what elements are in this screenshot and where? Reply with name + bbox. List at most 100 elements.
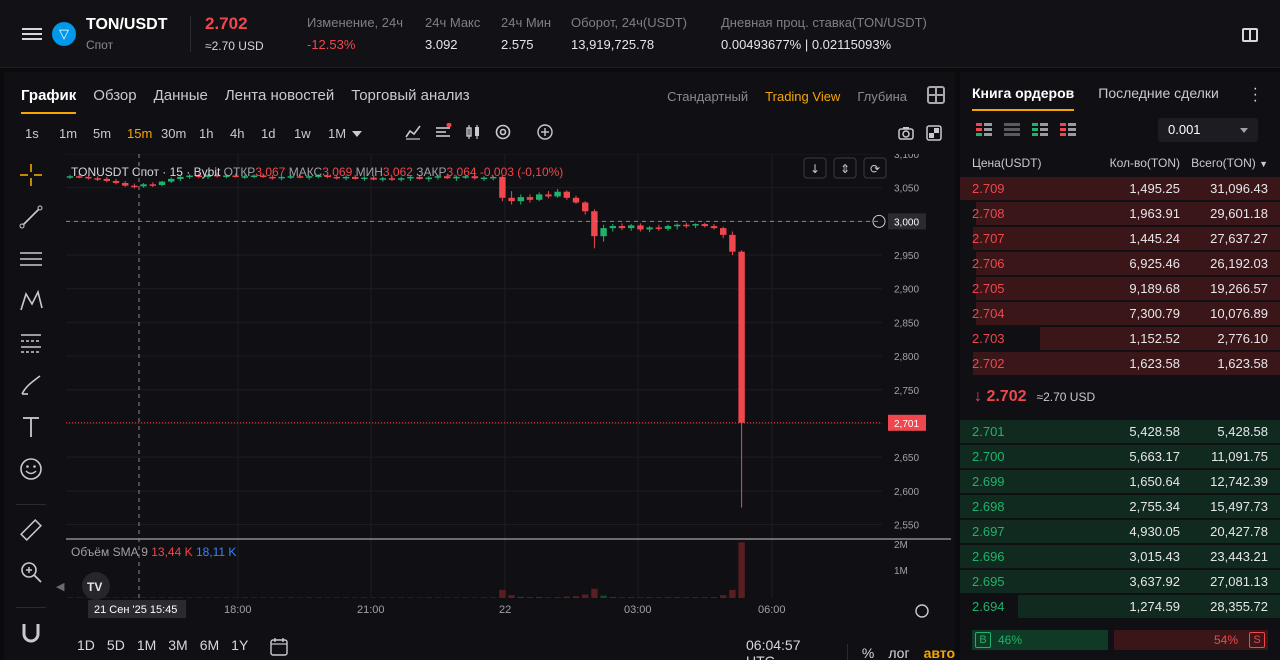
- tab-overview[interactable]: Обзор: [93, 87, 137, 104]
- interval-4h[interactable]: 4h: [230, 126, 245, 141]
- col-total[interactable]: Всего(TON) ▼: [1180, 156, 1268, 170]
- percent-scale-toggle[interactable]: %: [861, 645, 875, 660]
- view-standard[interactable]: Стандартный: [667, 89, 749, 104]
- y-tick-label: 2,650: [894, 453, 919, 464]
- horizontal-lines-icon[interactable]: [18, 246, 44, 272]
- price-step-select[interactable]: 0.001: [1158, 118, 1258, 142]
- pair-selector[interactable]: TON/USDT Спот: [86, 16, 190, 52]
- range-1m[interactable]: 1M: [136, 637, 157, 653]
- tab-data[interactable]: Данные: [153, 87, 208, 104]
- crosshair-icon[interactable]: [18, 162, 44, 188]
- bid-row[interactable]: 2.697 4,930.05 20,427.78: [960, 519, 1280, 544]
- date-range-icon[interactable]: [268, 637, 290, 657]
- interval-1d[interactable]: 1d: [261, 126, 276, 141]
- ask-row[interactable]: 2.703 1,152.52 2,776.10: [960, 326, 1280, 351]
- volume-bar: [536, 597, 543, 598]
- zoom-in-icon[interactable]: [18, 559, 44, 585]
- ask-row[interactable]: 2.702 1,623.58 1,623.58: [960, 351, 1280, 376]
- grid-layout-icon[interactable]: [927, 86, 945, 104]
- candle-body: [122, 182, 129, 186]
- tab-news[interactable]: Лента новостей: [224, 87, 335, 104]
- log-scale-toggle[interactable]: лог: [888, 645, 910, 660]
- range-5d[interactable]: 5D: [106, 637, 125, 653]
- interval-5m[interactable]: 5m: [93, 126, 112, 141]
- range-3m[interactable]: 3M: [168, 637, 188, 653]
- emoji-icon[interactable]: [18, 456, 44, 482]
- row-total: 23,443.21: [1210, 549, 1268, 564]
- brush-icon[interactable]: [18, 372, 44, 398]
- book-layout-side-icon[interactable]: [1004, 123, 1020, 137]
- ask-row[interactable]: 2.706 6,925.46 26,192.03: [960, 251, 1280, 276]
- interval-1w[interactable]: 1w: [294, 126, 311, 141]
- templates-icon[interactable]: [434, 123, 452, 141]
- bid-row[interactable]: 2.696 3,015.43 23,443.21: [960, 544, 1280, 569]
- view-tradingview[interactable]: Trading View: [765, 89, 841, 104]
- legend-part: ОТКР: [224, 165, 256, 179]
- candle-type-icon[interactable]: [464, 123, 482, 141]
- bid-row[interactable]: 2.699 1,650.64 12,742.39: [960, 469, 1280, 494]
- ask-rows: 2.709 1,495.25 31,096.43 2.708 1,963.91 29,60…: [960, 176, 1280, 376]
- add-icon[interactable]: [536, 123, 554, 141]
- interval-1h[interactable]: 1h: [199, 126, 214, 141]
- menu-icon[interactable]: [22, 25, 42, 43]
- ruler-icon[interactable]: [18, 517, 44, 543]
- candle-body: [232, 175, 239, 178]
- ask-row[interactable]: 2.708 1,963.91 29,601.18: [960, 201, 1280, 226]
- tab-chart[interactable]: График: [21, 87, 77, 114]
- ask-row[interactable]: 2.709 1,495.25 31,096.43: [960, 176, 1280, 201]
- interval-1s[interactable]: 1s: [25, 126, 39, 141]
- indicators-icon[interactable]: [404, 123, 422, 141]
- row-qty: 1,445.24: [1129, 231, 1180, 246]
- utc-clock[interactable]: 06:04:57 UTC: [746, 637, 801, 660]
- view-depth[interactable]: Глубина: [857, 89, 907, 104]
- range-6m[interactable]: 6M: [199, 637, 220, 653]
- pattern-icon[interactable]: [18, 288, 44, 314]
- last-price-usd: ≈2.70 USD: [205, 39, 264, 53]
- candle-body: [195, 175, 202, 178]
- interval-30m[interactable]: 30m: [161, 126, 187, 141]
- tab-trading-analysis[interactable]: Торговый анализ: [351, 87, 470, 104]
- tab-recent-trades[interactable]: Последние сделки: [1098, 85, 1219, 101]
- layout-toggle-icon[interactable]: [1242, 28, 1258, 42]
- auto-scale-toggle[interactable]: авто: [923, 645, 955, 660]
- trend-line-icon[interactable]: [18, 204, 44, 230]
- ask-row[interactable]: 2.705 9,189.68 19,266.57: [960, 276, 1280, 301]
- pair-symbol[interactable]: TON/USDT: [86, 15, 168, 33]
- range-1y[interactable]: 1Y: [231, 637, 249, 653]
- bid-row[interactable]: 2.698 2,755.34 15,497.73: [960, 494, 1280, 519]
- legend-part: МАКС: [289, 165, 323, 179]
- camera-icon[interactable]: [897, 124, 915, 142]
- volume-bar: [563, 596, 570, 598]
- tab-order-book[interactable]: Книга ордеров: [972, 85, 1075, 111]
- more-options-icon[interactable]: · · ·: [1252, 80, 1258, 109]
- candle-body: [664, 226, 672, 229]
- depth-bar: [1017, 595, 1280, 618]
- magnet-icon[interactable]: [18, 620, 44, 646]
- range-1d[interactable]: 1D: [77, 637, 95, 653]
- ask-row[interactable]: 2.704 7,300.79 10,076.89: [960, 301, 1280, 326]
- ask-row[interactable]: 2.707 1,445.24 27,637.27: [960, 226, 1280, 251]
- settings-icon[interactable]: [494, 123, 512, 141]
- text-icon[interactable]: [18, 414, 44, 440]
- bid-row[interactable]: 2.701 5,428.58 5,428.58: [960, 419, 1280, 444]
- book-layout-bids-icon[interactable]: [1032, 123, 1048, 137]
- chart-right-toolbar: [897, 124, 943, 142]
- interval-1M[interactable]: 1M: [328, 126, 347, 141]
- bid-row[interactable]: 2.695 3,637.92 27,081.13: [960, 569, 1280, 594]
- stat-label: Оборот, 24ч(USDT): [571, 15, 687, 30]
- interval-1m[interactable]: 1m: [59, 126, 78, 141]
- fibonacci-icon[interactable]: [18, 330, 44, 356]
- book-layout-both-icon[interactable]: [976, 123, 992, 137]
- bid-row[interactable]: 2.700 5,663.17 11,091.75: [960, 444, 1280, 469]
- depth-bar: [960, 495, 1280, 518]
- row-price: 2.699: [972, 474, 1005, 489]
- stat-label: 24ч Мин: [501, 15, 552, 30]
- price-chart[interactable]: 3,1003,0502,9502,9002,8502,8002,7502,700…: [56, 154, 951, 626]
- book-layout-asks-icon[interactable]: [1060, 123, 1076, 137]
- chevron-down-icon[interactable]: [352, 130, 362, 137]
- interval-15m[interactable]: 15m: [127, 126, 153, 141]
- fullscreen-icon[interactable]: [925, 124, 943, 142]
- volume-bar: [674, 597, 681, 598]
- bid-row[interactable]: 2.694 1,274.59 28,355.72: [960, 594, 1280, 619]
- x-tick-label: 03:00: [624, 604, 652, 616]
